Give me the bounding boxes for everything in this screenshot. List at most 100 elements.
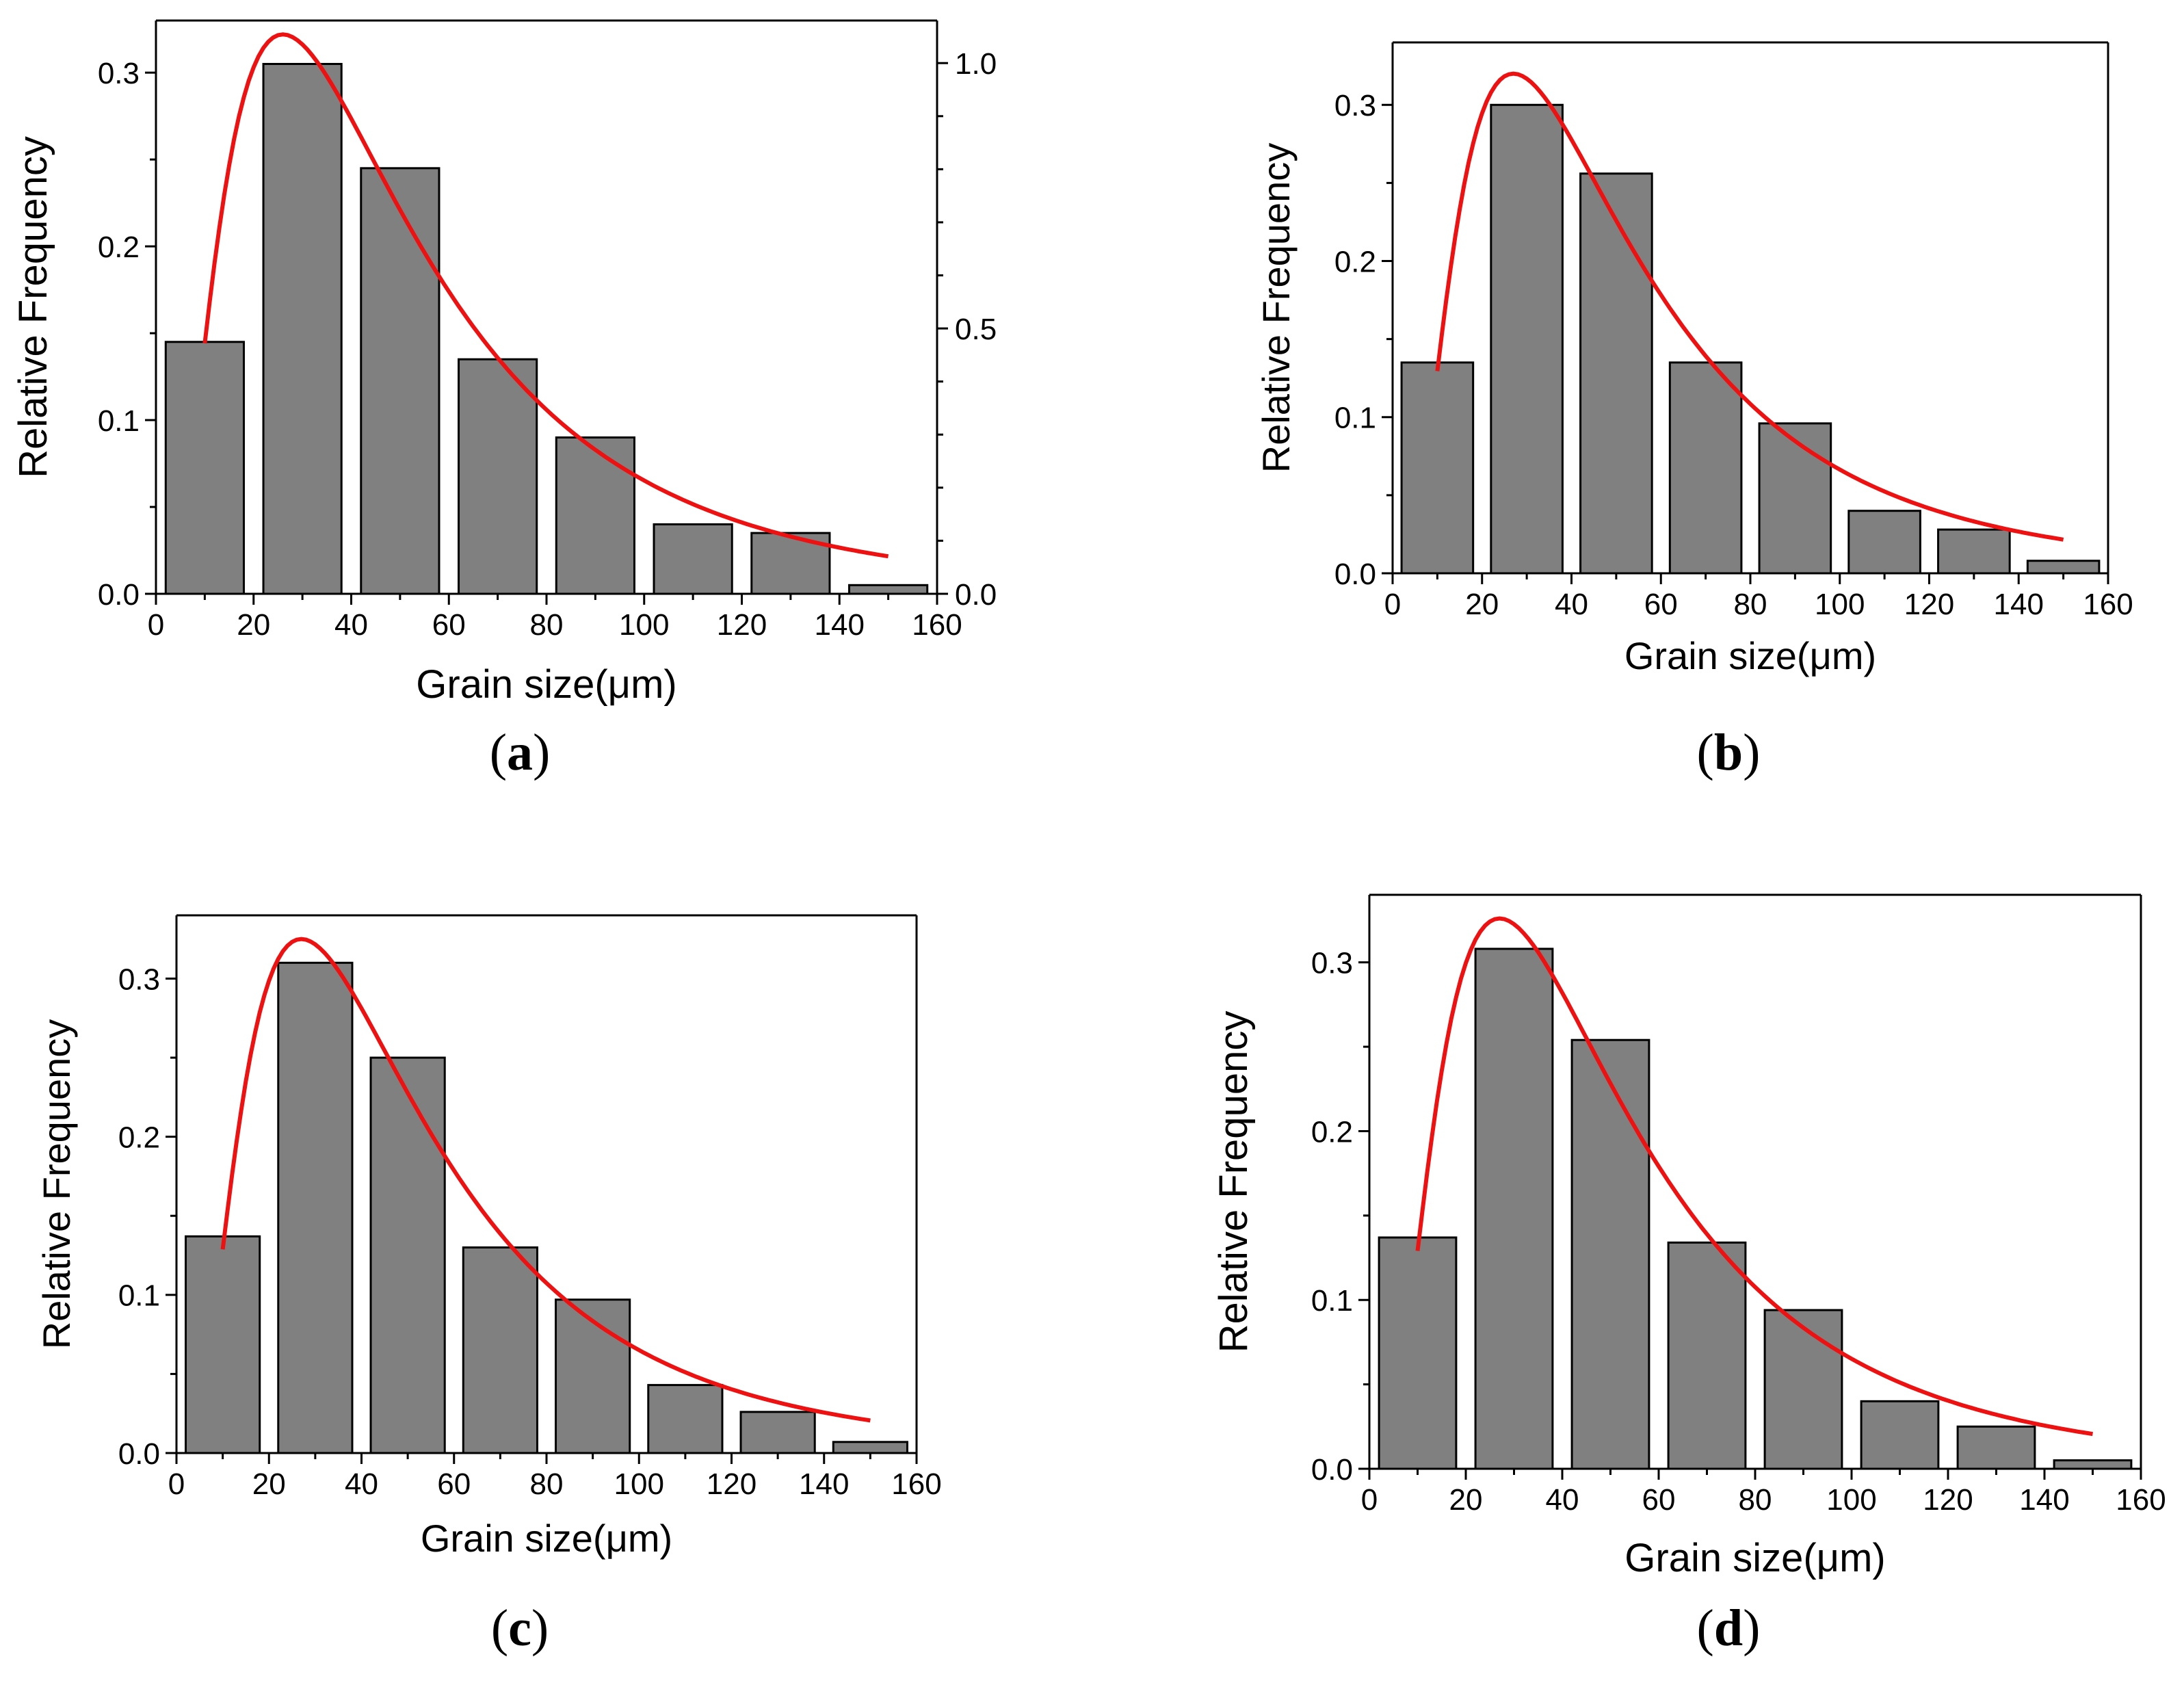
histogram-bar [653, 523, 733, 595]
histogram-bar [2026, 560, 2101, 575]
y-tick-label: 0.1 [1334, 402, 1376, 435]
y-tick-label: 0.3 [98, 57, 140, 90]
x-tick-label: 120 [1923, 1483, 1973, 1517]
panel-label: (b) [1697, 724, 1761, 781]
y-axis-label: Relative Frequency [1254, 143, 1298, 473]
chart-panel-c: 0 20 40 60 80 100 120 140 160 0.0 0.1 0.2 0.3 Grain s… [35, 914, 942, 1657]
x-tick-label: 160 [2083, 588, 2133, 621]
y-tick-label: 0.0 [1311, 1453, 1353, 1487]
histogram-bar [360, 167, 440, 595]
panel-letter: a [507, 724, 533, 781]
panel-label: (c) [491, 1599, 549, 1657]
x-tick-label: 40 [1546, 1483, 1579, 1517]
x-tick-label: 60 [1642, 1483, 1676, 1517]
y2-tick-label: 0.5 [955, 313, 997, 346]
chart-panel-b: 0 20 40 60 80 100 120 140 160 0.0 0.1 0.2 0.3 Grain s… [1254, 41, 2133, 781]
y-tick-label: 0.0 [1334, 558, 1376, 591]
x-tick-label: 160 [891, 1467, 941, 1501]
histogram-bar [832, 1441, 908, 1454]
y-tick-label: 0.3 [1334, 89, 1376, 122]
histogram-bar [277, 961, 354, 1454]
histogram-bar [462, 1246, 538, 1454]
x-tick-label: 40 [1555, 588, 1588, 621]
x-tick-label: 40 [345, 1467, 378, 1501]
x-tick-label: 0 [168, 1467, 185, 1501]
y2-tick-label: 0.0 [955, 578, 997, 612]
x-tick-label: 40 [334, 608, 368, 642]
y-axis-label: Relative Frequency [11, 136, 55, 478]
x-tick-label: 100 [614, 1467, 664, 1501]
y-tick-label: 0.0 [98, 578, 140, 612]
y-tick-label: 0.0 [118, 1437, 160, 1471]
chart-panel-d: 0 20 40 60 80 100 120 140 160 0.0 0.1 0.2 0.3 Grain s… [1211, 893, 2166, 1657]
x-tick-label: 0 [148, 608, 164, 642]
x-tick-label: 60 [437, 1467, 471, 1501]
fit-curve [1415, 916, 2093, 1437]
y-tick-label: 0.2 [1334, 245, 1376, 278]
x-tick-label: 20 [252, 1467, 286, 1501]
histogram-bar [1860, 1400, 1940, 1470]
histogram-bar [1579, 172, 1653, 575]
y-tick-label: 0.3 [1311, 947, 1353, 980]
chart-panel-a: 0 20 40 60 80 100 120 140 1600.00.10.20.30.00.51… [11, 19, 997, 781]
histogram-bar [1570, 1038, 1650, 1470]
x-axis-label: Grain size(μm) [416, 662, 676, 707]
x-tick-label: 60 [432, 608, 466, 642]
x-tick-label: 80 [530, 608, 564, 642]
x-tick-label: 20 [1465, 588, 1499, 621]
histogram-bar [369, 1056, 446, 1454]
y-axis-label: Relative Frequency [1211, 1011, 1256, 1353]
histogram-bar [185, 1235, 261, 1454]
histogram-bar [1847, 510, 1921, 575]
histogram-bar [164, 341, 245, 595]
y-tick-label: 0.1 [118, 1279, 160, 1313]
panel-letter: c [508, 1599, 531, 1657]
histogram-bar [458, 358, 538, 595]
x-tick-label: 60 [1644, 588, 1678, 621]
histogram-bar [1474, 947, 1554, 1470]
histogram-bar [1400, 361, 1475, 575]
histogram-bar [1937, 528, 2011, 575]
x-tick-label: 0 [1384, 588, 1401, 621]
histogram-bar [262, 62, 343, 595]
x-tick-label: 120 [707, 1467, 756, 1501]
x-tick-label: 20 [1449, 1483, 1483, 1517]
x-tick-label: 80 [530, 1467, 564, 1501]
x-tick-label: 80 [1734, 588, 1767, 621]
panel-label: (a) [490, 724, 551, 781]
histogram-bar [555, 436, 635, 595]
histogram-bar [1378, 1236, 1458, 1470]
y-tick-label: 0.2 [1311, 1115, 1353, 1149]
x-axis-label: Grain size(μm) [1624, 634, 1876, 677]
x-tick-label: 140 [1994, 588, 2044, 621]
x-tick-label: 20 [237, 608, 270, 642]
x-tick-label: 160 [2116, 1483, 2166, 1517]
x-tick-label: 160 [912, 608, 962, 642]
y2-tick-label: 1.0 [955, 47, 997, 81]
histogram-bar [1758, 422, 1832, 575]
panel-letter: d [1714, 1599, 1743, 1657]
x-tick-label: 120 [1904, 588, 1954, 621]
x-tick-label: 0 [1361, 1483, 1378, 1517]
x-tick-label: 120 [717, 608, 767, 642]
histogram-bar [647, 1384, 724, 1454]
x-tick-label: 140 [799, 1467, 849, 1501]
histogram-bar [1668, 361, 1743, 575]
histogram-bar [555, 1298, 631, 1454]
histogram-bar [1490, 103, 1564, 575]
x-tick-label: 80 [1739, 1483, 1772, 1517]
y-tick-label: 0.3 [118, 963, 160, 996]
x-axis-label: Grain size(μm) [421, 1517, 672, 1560]
y-tick-label: 0.1 [98, 404, 140, 438]
x-tick-label: 100 [619, 608, 669, 642]
panel-letter: b [1714, 724, 1743, 781]
fit-curve [220, 937, 871, 1423]
histogram-bar [739, 1411, 816, 1454]
fit-curve [1435, 71, 2064, 542]
histogram-bar [2053, 1459, 2133, 1470]
fit-curve [202, 32, 889, 559]
x-tick-label: 100 [1815, 588, 1865, 621]
y-tick-label: 0.1 [1311, 1284, 1353, 1318]
histogram-bar [848, 584, 929, 595]
